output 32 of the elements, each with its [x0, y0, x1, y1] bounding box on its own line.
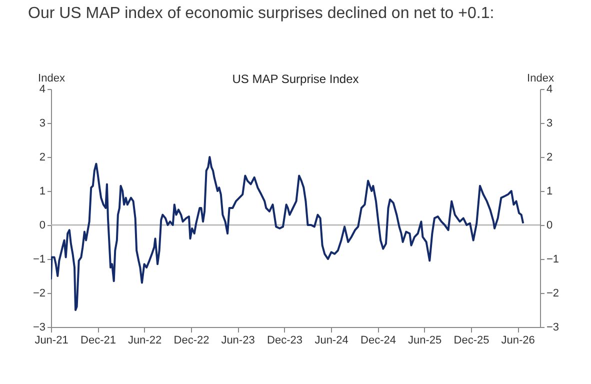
- x-tick-label: Dec-25: [454, 334, 490, 346]
- y-tick-label: 3: [39, 118, 46, 130]
- chart-subtitle: US MAP Surprise Index: [232, 72, 359, 86]
- y2-tick-label: 0: [546, 220, 553, 232]
- x-tick-label: Jun-22: [128, 334, 162, 346]
- y2-tick-label: −1: [546, 254, 560, 266]
- x-tick-label: Jun-23: [221, 334, 255, 346]
- y-tick-label: −2: [32, 288, 46, 300]
- y2-tick-label: −3: [546, 322, 560, 334]
- y2-tick-label: 4: [546, 84, 553, 96]
- x-tick-label: Jun-21: [34, 334, 68, 346]
- y2-tick-label: −2: [546, 288, 560, 300]
- chart-title: Our US MAP index of economic surprises declined on net to +0.1:: [28, 5, 494, 23]
- y-tick-label: −3: [32, 322, 46, 334]
- x-tick-label: Dec-21: [80, 334, 116, 346]
- y-tick-label: −1: [32, 254, 46, 266]
- y2-tick-label: 3: [546, 118, 553, 130]
- x-tick-label: Dec-24: [360, 334, 396, 346]
- y-tick-label: 1: [39, 186, 46, 198]
- x-tick-label: Dec-23: [267, 334, 302, 346]
- y2-tick-label: 1: [546, 186, 553, 198]
- y-tick-label: 0: [39, 220, 46, 232]
- y2-tick-label: 2: [546, 152, 553, 164]
- line-series: [51, 156, 524, 311]
- x-tick-label: Jun-25: [408, 334, 442, 346]
- y2-axis-title: Index: [527, 72, 554, 84]
- y-axis-title: Index: [38, 72, 66, 84]
- x-tick-label: Dec-22: [174, 334, 210, 346]
- x-tick-label: Jun-26: [501, 334, 535, 346]
- x-tick-label: Jun-24: [314, 334, 348, 346]
- y-tick-label: 2: [39, 152, 46, 164]
- y-tick-label: 4: [39, 84, 46, 96]
